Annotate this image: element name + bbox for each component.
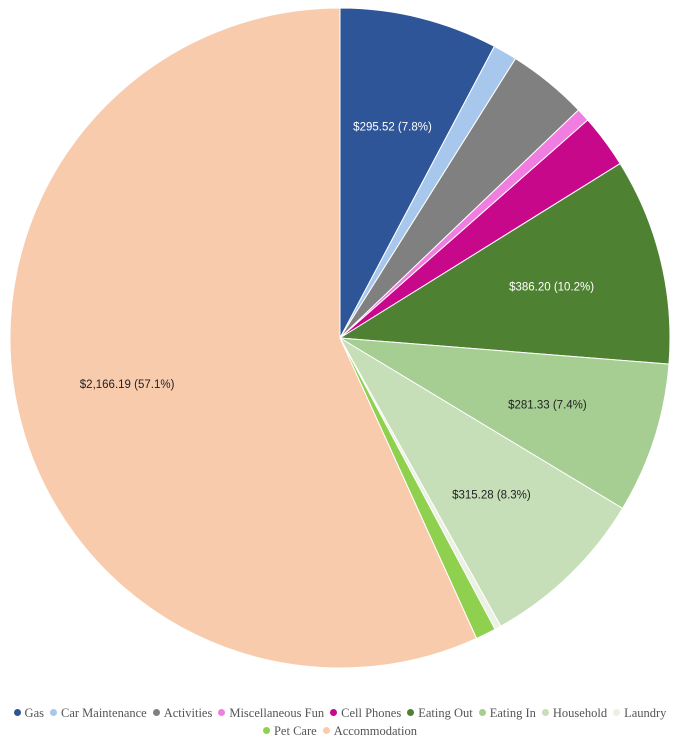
legend-swatch [322, 727, 330, 734]
legend-swatch [218, 709, 226, 716]
legend-label: Eating In [489, 706, 536, 720]
legend-item-gas: Gas [13, 704, 44, 722]
legend-swatch [330, 709, 338, 716]
data-label-accommodation: $2,166.19 (57.1%) [80, 379, 175, 391]
legend-swatch [50, 709, 57, 716]
legend-label: Eating Out [418, 706, 473, 720]
legend-swatch [478, 709, 486, 716]
pie-slice-eating-out [338, 162, 671, 365]
pie-chart: $295.52 (7.8%) $386.20 (10.2%) $281.33 (7.… [9, 7, 671, 669]
legend-item-eating-out: Eating Out [407, 704, 473, 722]
legend-label: Cell Phones [341, 706, 402, 720]
data-label-eating-out: $386.20 (10.2%) [509, 282, 594, 294]
legend-swatch [613, 709, 621, 716]
legend-swatch [262, 727, 270, 734]
chart-legend: Gas Car Maintenance Activities Miscellaneou… [0, 704, 680, 740]
legend-swatch [13, 709, 21, 716]
legend-item-pet-care: Pet Care [262, 722, 317, 740]
pie-data-labels: $295.52 (7.8%) $386.20 (10.2%) $281.33 (7.… [80, 122, 594, 502]
legend-label: Gas [24, 706, 44, 720]
legend-swatch [407, 709, 415, 716]
legend-item-accommodation: Accommodation [322, 722, 418, 740]
data-label-household: $315.28 (8.3%) [452, 490, 531, 502]
legend-item-laundry: Laundry [613, 704, 666, 722]
legend-item-activities: Activities [152, 704, 213, 722]
legend-item-cell-phones: Cell Phones [330, 704, 401, 722]
legend-label: Car Maintenance [61, 706, 147, 720]
pie-slice-eating-in [339, 337, 670, 510]
legend-label: Laundry [624, 706, 667, 720]
data-label-gas: $295.52 (7.8%) [353, 122, 432, 134]
legend-label: Household [552, 706, 608, 720]
pie-slice-accommodation [9, 7, 478, 669]
legend-label: Pet Care [273, 724, 317, 738]
legend-label: Miscellaneous Fun [229, 706, 325, 720]
pie-slice-gas [339, 7, 496, 339]
legend-item-miscellaneous-fun: Miscellaneous Fun [218, 704, 324, 722]
legend-item-household: Household [541, 704, 608, 722]
legend-item-eating-in: Eating In [478, 704, 536, 722]
pie-slices [9, 7, 671, 669]
pie-slice-household [338, 336, 624, 627]
data-label-eating-in: $281.33 (7.4%) [508, 400, 587, 412]
legend-swatch [152, 709, 160, 716]
legend-label: Accommodation [333, 724, 418, 738]
legend-item-car-maintenance: Car Maintenance [50, 704, 147, 722]
legend-label: Activities [163, 706, 213, 720]
legend-swatch [541, 709, 549, 716]
